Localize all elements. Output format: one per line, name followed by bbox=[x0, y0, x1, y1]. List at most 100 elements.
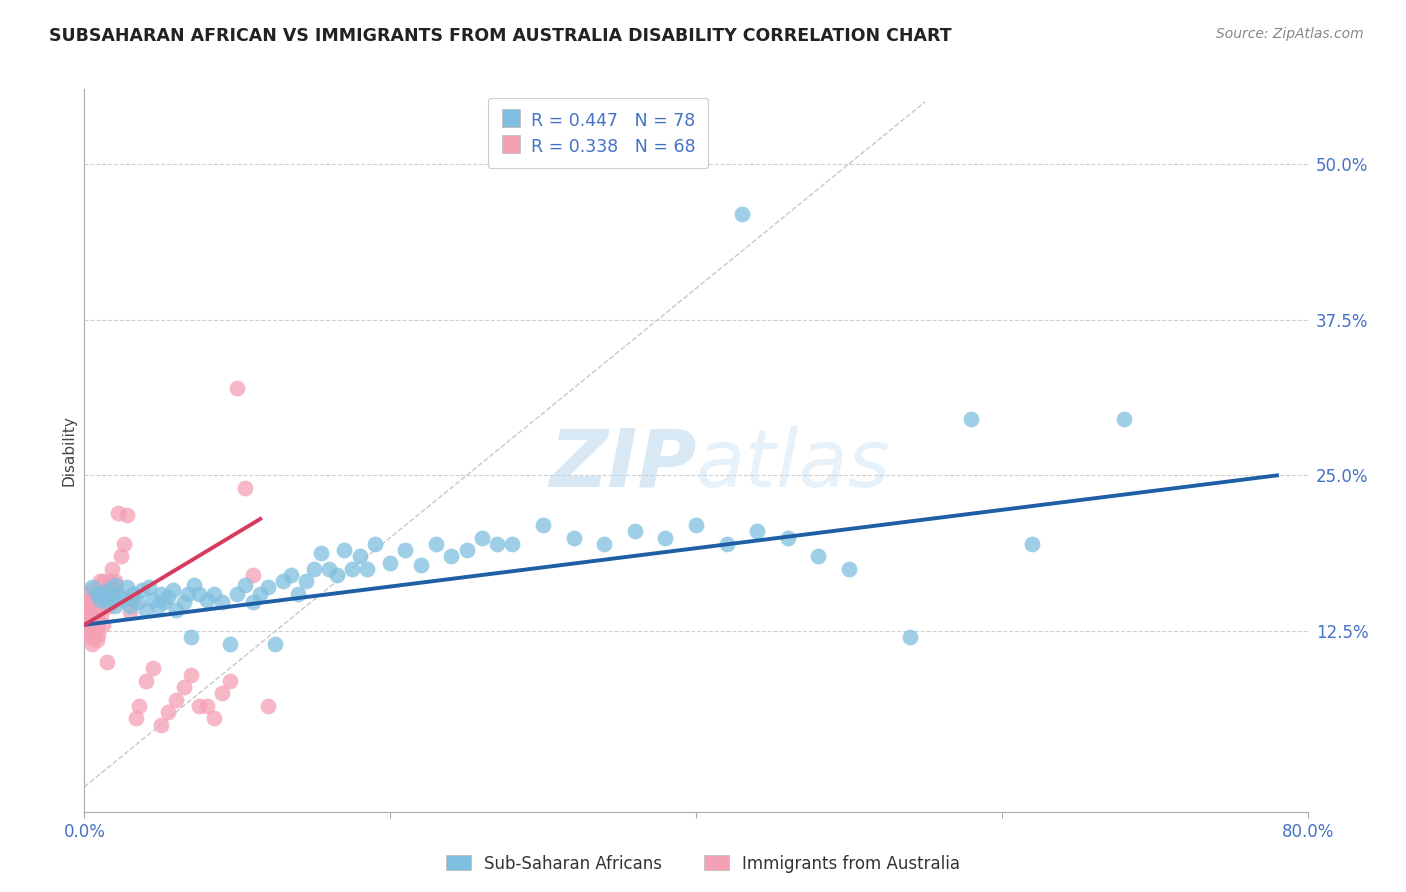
Point bbox=[80, 591, 103, 605]
Point bbox=[242, 595, 264, 609]
Point bbox=[80, 603, 103, 617]
Point bbox=[89, 599, 111, 614]
Point bbox=[86, 632, 108, 647]
Legend: Sub-Saharan Africans, Immigrants from Australia: Sub-Saharan Africans, Immigrants from Au… bbox=[439, 848, 967, 880]
Point bbox=[280, 568, 302, 582]
Point bbox=[149, 717, 172, 731]
Point bbox=[86, 620, 108, 634]
Point bbox=[380, 556, 402, 570]
Point bbox=[960, 412, 983, 426]
Point bbox=[218, 636, 240, 650]
Y-axis label: Disability: Disability bbox=[60, 415, 76, 486]
Point bbox=[107, 506, 129, 520]
Point bbox=[177, 587, 200, 601]
Point bbox=[356, 562, 378, 576]
Point bbox=[142, 661, 165, 675]
Point bbox=[86, 607, 108, 622]
Point bbox=[146, 599, 169, 614]
Point bbox=[340, 562, 363, 576]
Text: atlas: atlas bbox=[696, 425, 891, 504]
Point bbox=[94, 599, 117, 614]
Point bbox=[188, 698, 211, 713]
Text: ZIP: ZIP bbox=[548, 425, 696, 504]
Point bbox=[77, 599, 100, 614]
Point bbox=[110, 549, 132, 564]
Point bbox=[165, 692, 187, 706]
Point bbox=[120, 599, 142, 614]
Point bbox=[93, 574, 115, 589]
Point bbox=[80, 624, 103, 639]
Point bbox=[104, 574, 127, 589]
Point bbox=[91, 593, 114, 607]
Point bbox=[807, 549, 830, 564]
Point bbox=[502, 537, 524, 551]
Point bbox=[218, 673, 240, 688]
Point bbox=[77, 612, 100, 626]
Point bbox=[80, 636, 103, 650]
Point bbox=[311, 546, 333, 560]
Point bbox=[153, 595, 176, 609]
Point bbox=[747, 524, 769, 539]
Point bbox=[87, 615, 110, 630]
Point bbox=[776, 531, 799, 545]
Point bbox=[90, 595, 112, 609]
Point bbox=[87, 628, 110, 642]
Point bbox=[562, 531, 585, 545]
Point bbox=[165, 603, 187, 617]
Point bbox=[318, 562, 340, 576]
Point bbox=[111, 593, 134, 607]
Point bbox=[89, 593, 111, 607]
Point bbox=[135, 673, 157, 688]
Point bbox=[195, 698, 218, 713]
Point bbox=[83, 595, 105, 609]
Point bbox=[838, 562, 860, 576]
Point bbox=[79, 618, 101, 632]
Point bbox=[157, 705, 180, 719]
Point bbox=[173, 595, 195, 609]
Point bbox=[96, 595, 118, 609]
Point bbox=[1114, 412, 1136, 426]
Point bbox=[349, 549, 371, 564]
Point bbox=[183, 578, 205, 592]
Point bbox=[101, 562, 124, 576]
Point bbox=[96, 655, 118, 669]
Point bbox=[101, 591, 124, 605]
Point bbox=[79, 593, 101, 607]
Point bbox=[226, 381, 249, 395]
Point bbox=[364, 537, 387, 551]
Point bbox=[112, 537, 135, 551]
Point bbox=[115, 581, 138, 595]
Point bbox=[654, 531, 676, 545]
Point bbox=[125, 711, 148, 725]
Point bbox=[394, 543, 416, 558]
Point bbox=[333, 543, 356, 558]
Point bbox=[89, 574, 111, 589]
Point bbox=[97, 599, 120, 614]
Point bbox=[531, 518, 554, 533]
Point bbox=[180, 630, 202, 644]
Point bbox=[149, 587, 172, 601]
Point bbox=[188, 587, 211, 601]
Point bbox=[624, 524, 647, 539]
Point bbox=[257, 698, 280, 713]
Point bbox=[593, 537, 616, 551]
Point bbox=[233, 481, 256, 495]
Point bbox=[98, 574, 121, 589]
Point bbox=[127, 595, 149, 609]
Point bbox=[96, 582, 118, 597]
Point bbox=[77, 624, 100, 639]
Point bbox=[76, 618, 98, 632]
Point bbox=[76, 606, 98, 620]
Point bbox=[83, 606, 105, 620]
Point bbox=[425, 537, 447, 551]
Point bbox=[295, 574, 318, 589]
Point bbox=[128, 698, 150, 713]
Point bbox=[731, 207, 754, 221]
Point bbox=[80, 595, 103, 609]
Point bbox=[142, 593, 165, 607]
Point bbox=[86, 595, 108, 609]
Point bbox=[131, 582, 153, 597]
Point bbox=[456, 543, 478, 558]
Point bbox=[325, 568, 347, 582]
Point bbox=[242, 568, 264, 582]
